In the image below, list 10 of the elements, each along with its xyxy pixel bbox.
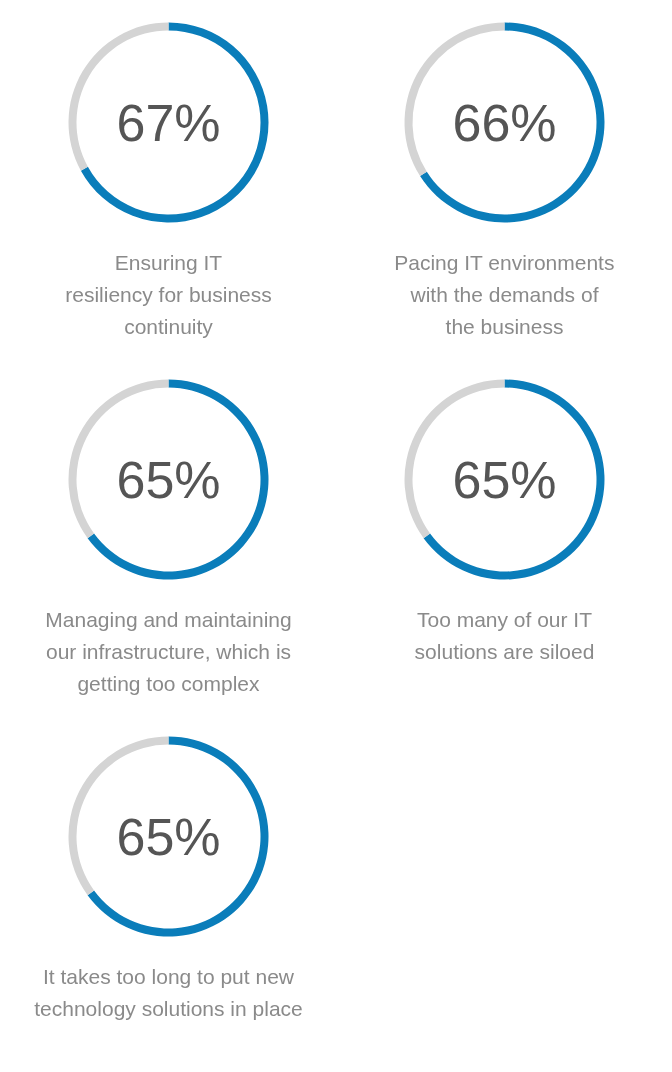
text: 65% [116, 450, 221, 509]
text: 66% [452, 93, 557, 152]
text: 65% [116, 807, 221, 866]
text: Pacing IT environments with the demands of the business [394, 250, 615, 338]
text: Managing and maintaining our infrastructure, which is getting too complex [45, 607, 292, 695]
text: It takes too long to put new technology solutions in place [34, 964, 303, 1020]
text: Too many of our IT solutions are siloed [414, 607, 595, 663]
text: 67% [116, 93, 221, 152]
text: 65% [452, 450, 557, 509]
text: Ensuring IT resiliency for business continuity [65, 250, 272, 338]
